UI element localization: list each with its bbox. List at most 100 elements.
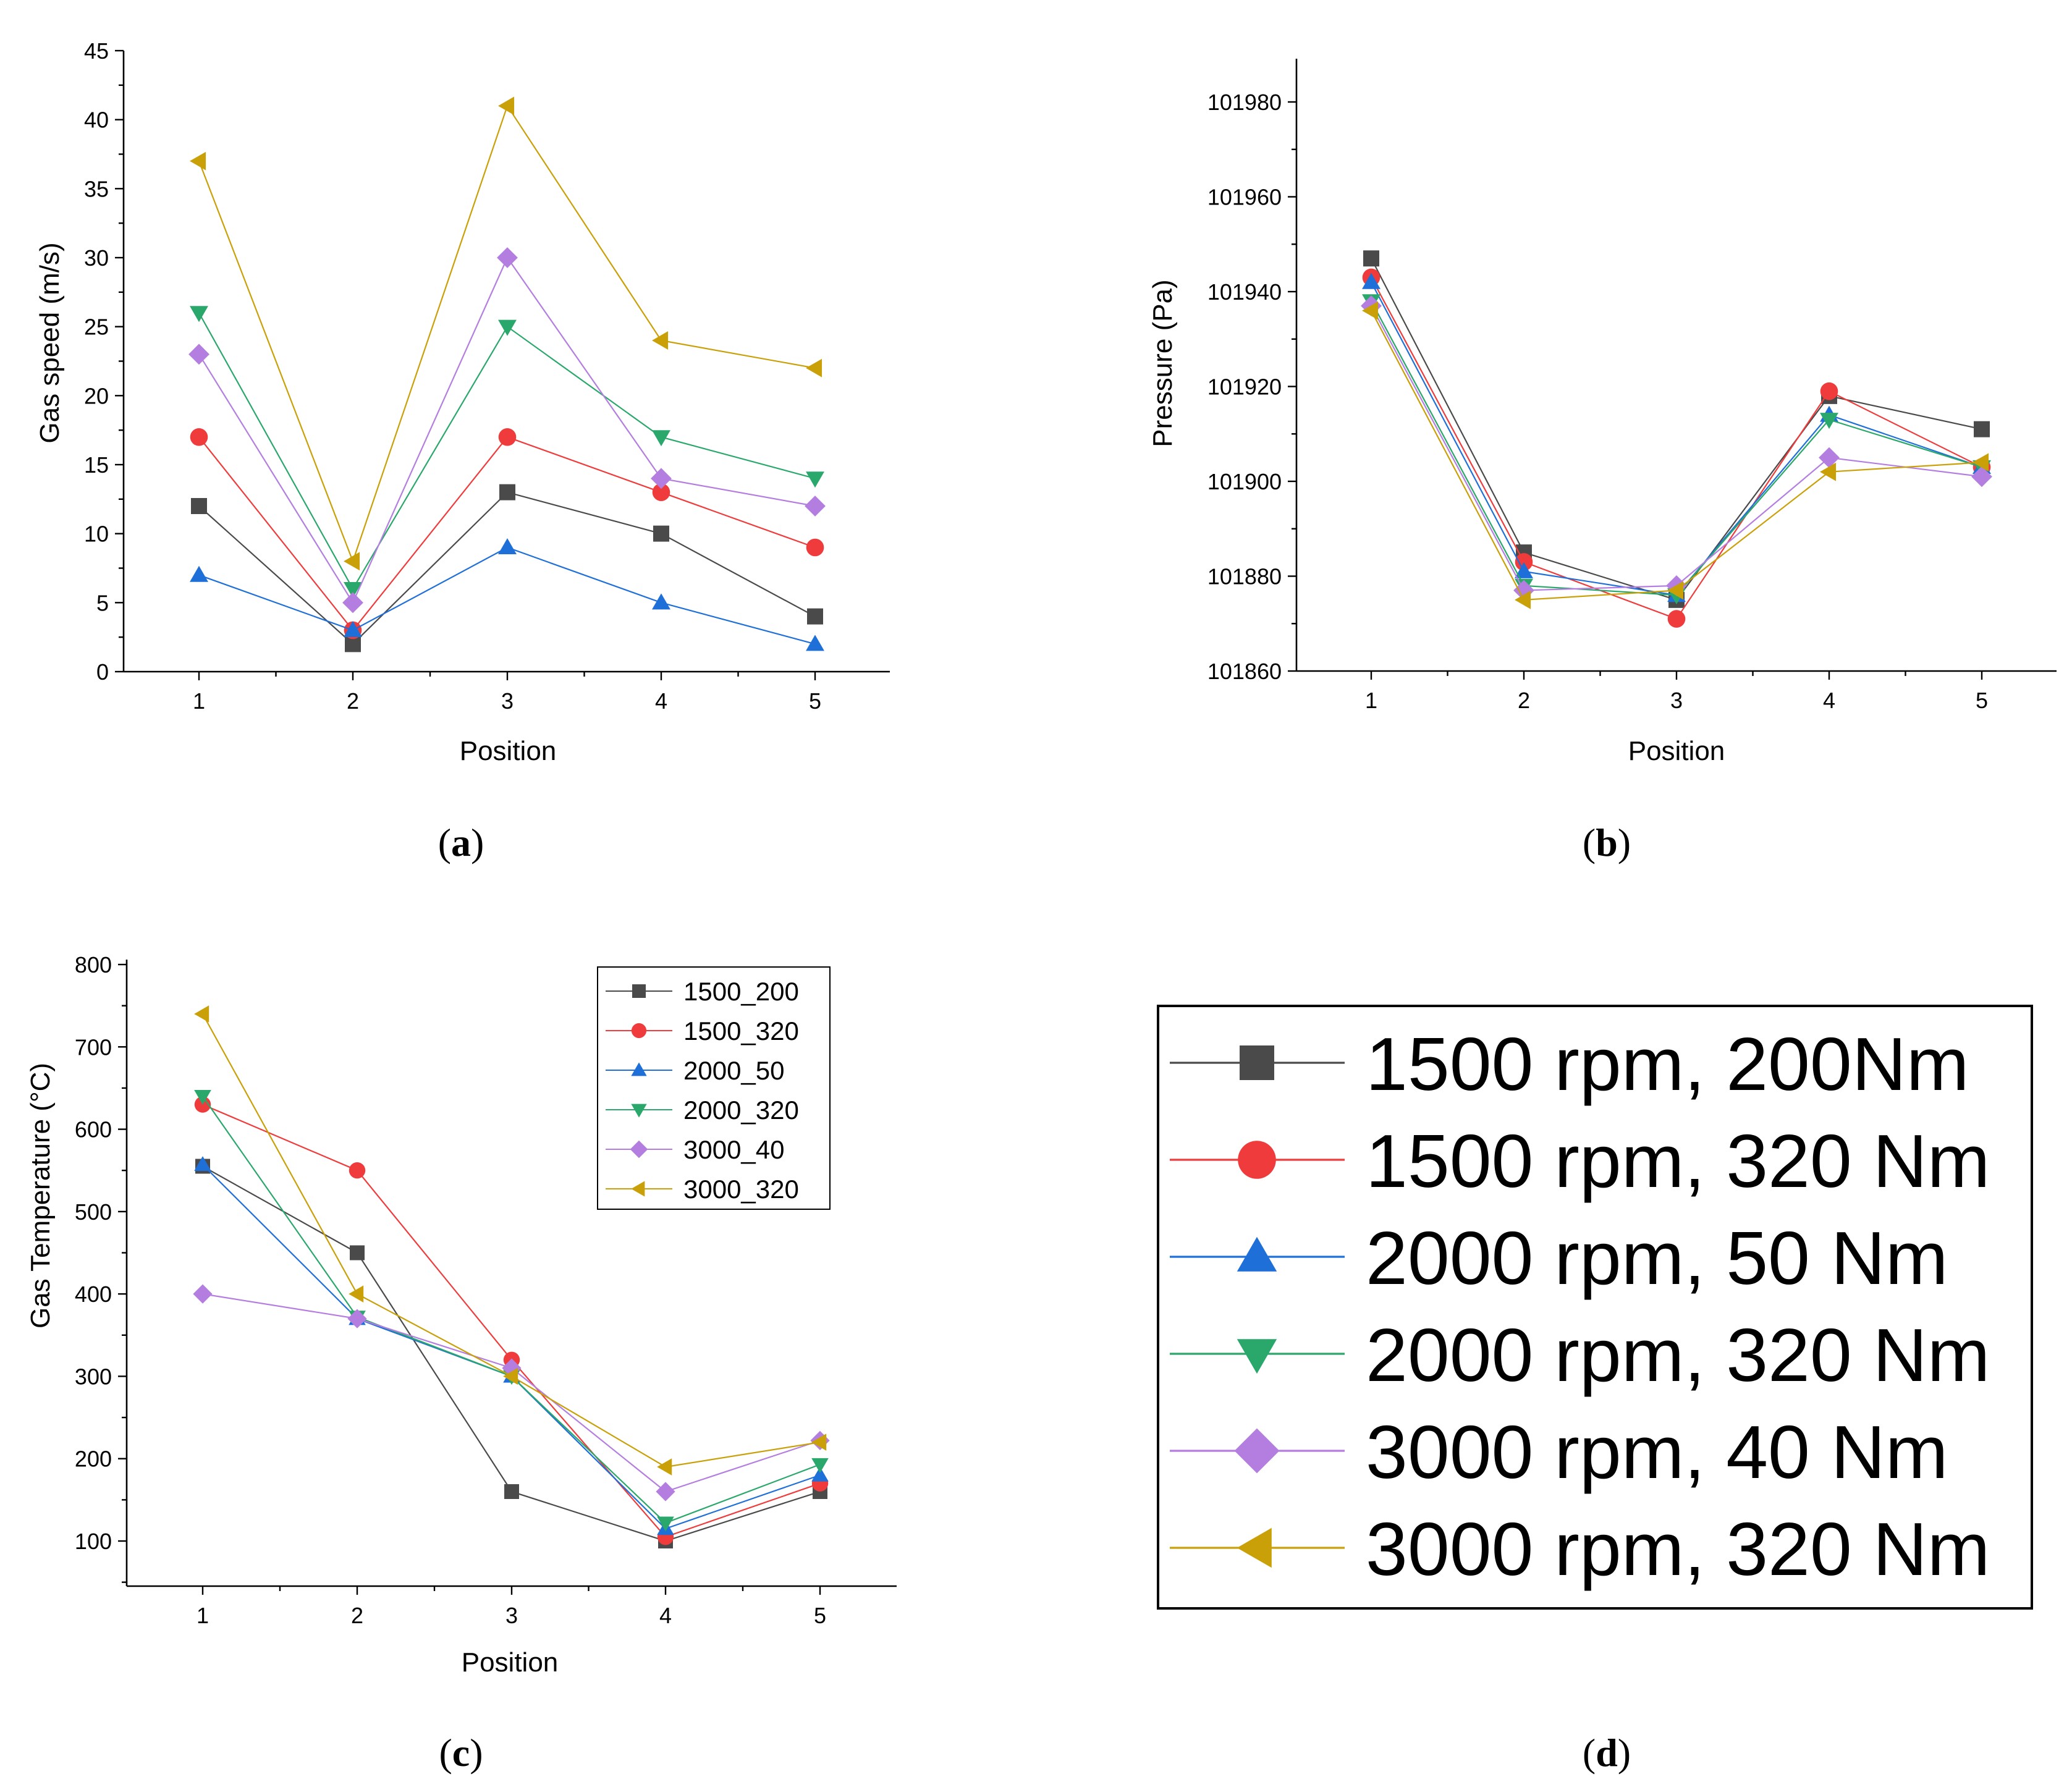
series-line-3000_40 — [202, 1293, 821, 1493]
data-point-1500_320 — [1515, 553, 1533, 571]
data-point-1500_320 — [806, 538, 824, 557]
panel-b-y-axis-title: Pressure (Pa) — [1148, 279, 1178, 447]
big-legend-label: 3000 rpm, 320 Nm — [1366, 1507, 1990, 1591]
legend-marker-1500_320 — [631, 1023, 647, 1039]
x-tick-label: 2 — [347, 688, 359, 714]
data-point-1500_200 — [807, 608, 823, 625]
data-point-3000_320 — [1820, 462, 1837, 481]
data-point-3000_40 — [497, 247, 518, 268]
legend-marker-1500_200 — [632, 984, 646, 998]
series-1500_200 — [191, 484, 823, 652]
big-legend-box — [1157, 1005, 2033, 1610]
big-legend-entry: 2000 rpm, 320 Nm — [1170, 1313, 1990, 1397]
panel-c-caption-letter: c — [452, 1731, 470, 1775]
panel-a-x-axis-title: Position — [460, 736, 557, 766]
panel-b-pressure-chart: 101860 101880 101900 101920 101940 101960 1019… — [1148, 59, 2057, 864]
data-point-2000_320 — [498, 319, 517, 336]
big-legend-marker-2000_50 — [1237, 1236, 1277, 1272]
data-point-1500_320 — [1667, 610, 1686, 628]
data-point-3000_40 — [347, 1309, 367, 1328]
legend-label: 3000_40 — [683, 1135, 785, 1164]
y-tick-label: 800 — [75, 952, 112, 978]
big-legend-label: 1500 rpm, 320 Nm — [1366, 1119, 1990, 1203]
series-3000_40 — [193, 1284, 830, 1501]
x-tick-label: 2 — [1518, 688, 1530, 713]
big-legend-entry: 1500 rpm, 200Nm — [1170, 1022, 1969, 1106]
y-tick-label: 30 — [84, 245, 109, 271]
y-tick-label: 300 — [75, 1364, 112, 1389]
big-legend-entry: 2000 rpm, 50 Nm — [1170, 1216, 1948, 1300]
series-2000_50 — [194, 1156, 829, 1535]
series-line-1500_200 — [198, 491, 816, 645]
data-point-1500_200 — [1363, 250, 1379, 267]
data-point-2000_320 — [190, 306, 208, 323]
series-2000_50 — [190, 538, 824, 651]
data-point-3000_320 — [1362, 301, 1379, 320]
x-tick-label: 5 — [1976, 688, 1988, 713]
data-point-3000_320 — [349, 1285, 364, 1303]
panel-c-caption: (c) — [439, 1731, 483, 1775]
y-tick-label: 0 — [96, 659, 109, 685]
panel-d-legend: 1500 rpm, 200Nm 1500 rpm, 320 Nm 2000 rpm,… — [1157, 1005, 2033, 1775]
data-point-3000_40 — [1971, 466, 1992, 488]
legend-box — [597, 966, 831, 1210]
panel-c-legend: 1500_200 1500_320 2000_50 2000_320 3000_40 30… — [597, 966, 831, 1210]
data-point-3000_320 — [194, 1005, 209, 1023]
data-point-3000_320 — [344, 552, 360, 571]
data-point-3000_40 — [193, 1284, 213, 1304]
panel-c-ticks: 100 200 300 400 500 600 700 800 1 2 3 4 5 — [75, 952, 826, 1628]
x-tick-label: 2 — [351, 1603, 363, 1628]
y-tick-label: 25 — [84, 315, 109, 340]
y-tick-label: 101900 — [1207, 469, 1282, 494]
data-point-1500_200 — [504, 1484, 519, 1500]
data-point-2000_50 — [652, 593, 670, 610]
x-tick-label: 1 — [197, 1603, 209, 1628]
series-3000_320 — [1362, 301, 1989, 609]
big-legend-label: 2000 rpm, 50 Nm — [1366, 1216, 1948, 1300]
data-point-3000_320 — [498, 96, 515, 116]
data-point-3000_40 — [805, 496, 826, 517]
y-tick-label: 600 — [75, 1117, 112, 1142]
data-point-2000_320 — [344, 581, 362, 598]
data-point-2000_50 — [806, 635, 824, 651]
y-tick-label: 700 — [75, 1034, 112, 1060]
legend-label: 1500_320 — [683, 1016, 799, 1045]
data-point-3000_40 — [342, 592, 363, 614]
y-tick-label: 40 — [84, 108, 109, 133]
series-line-2000_50 — [198, 546, 816, 645]
data-point-3000_320 — [657, 1458, 672, 1476]
legend-marker-2000_50 — [631, 1062, 647, 1076]
y-tick-label: 35 — [84, 176, 109, 201]
big-legend-entry: 3000 rpm, 40 Nm — [1170, 1410, 1948, 1494]
data-point-1500_200 — [350, 1245, 365, 1260]
panel-b-x-axis-title: Position — [1628, 736, 1725, 766]
data-point-1500_320 — [1820, 382, 1838, 400]
data-point-2000_50 — [1515, 562, 1533, 578]
big-legend-marker-2000_320 — [1237, 1339, 1277, 1374]
data-point-2000_50 — [811, 1466, 829, 1482]
data-point-1500_320 — [498, 428, 517, 446]
data-point-2000_50 — [190, 565, 208, 582]
y-tick-label: 101880 — [1207, 564, 1282, 589]
panel-a-caption: (a) — [438, 821, 484, 864]
x-tick-label: 3 — [501, 688, 514, 714]
panel-a-y-axis-title: Gas speed (m/s) — [35, 242, 65, 443]
x-tick-label: 5 — [809, 688, 821, 714]
legend-label: 2000_320 — [683, 1096, 799, 1125]
data-point-1500_200 — [345, 636, 361, 652]
series-2000_320 — [1362, 294, 1991, 605]
data-point-3000_320 — [806, 358, 822, 378]
legend-marker-3000_40 — [630, 1140, 648, 1159]
y-tick-label: 400 — [75, 1282, 112, 1307]
series-line-1500_320 — [1371, 277, 1982, 620]
legend-entry: 3000_320 — [606, 1175, 799, 1204]
series-line-1500_200 — [1371, 258, 1982, 601]
data-point-3000_40 — [656, 1482, 675, 1501]
series-3000_40 — [1361, 295, 1992, 601]
panel-d-caption-letter: d — [1596, 1731, 1618, 1775]
series-3000_40 — [188, 247, 826, 614]
panel-b-caption: (b) — [1583, 821, 1631, 864]
legend-entry: 1500_200 — [606, 977, 799, 1006]
